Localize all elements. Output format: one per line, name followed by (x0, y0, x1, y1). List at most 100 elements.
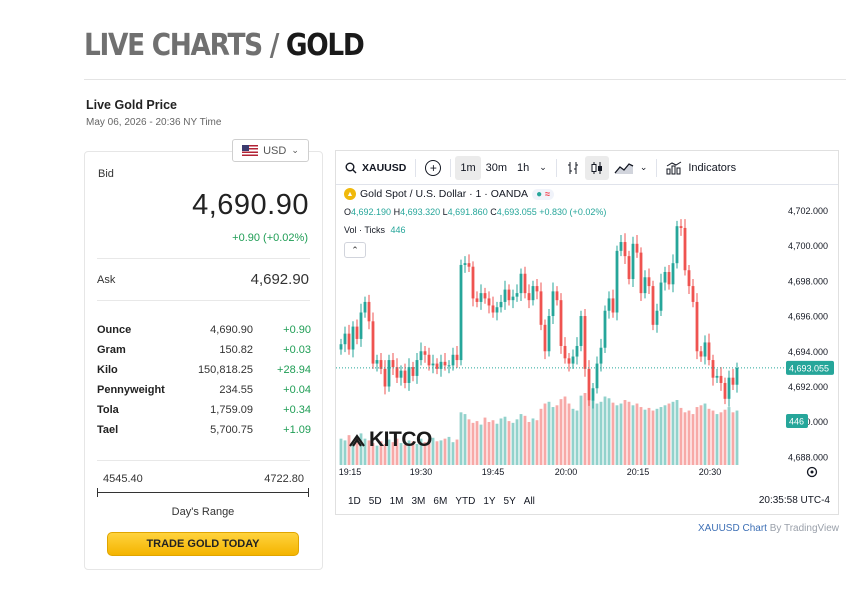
high-label: H (393, 207, 401, 217)
price-timestamp: May 06, 2026 - 20:36 NY Time (86, 117, 222, 128)
bar-style-button[interactable] (561, 156, 585, 180)
volume-bar (479, 424, 483, 465)
x-axis-tick-label: 20:15 (627, 467, 650, 477)
volume-bar (619, 403, 623, 465)
low-label: L (442, 207, 448, 217)
unit-name: Gram (97, 344, 126, 356)
volume-bar (719, 412, 723, 465)
candle-body (439, 361, 443, 369)
last-price-label: 4,693.055 (789, 363, 829, 373)
range-5y[interactable]: 5Y (503, 495, 516, 507)
candle-body (675, 226, 679, 264)
candles-style-button[interactable] (584, 155, 609, 180)
unit-name: Ounce (97, 324, 132, 336)
indicators-button[interactable]: Indicators (661, 156, 741, 180)
range-1m[interactable]: 1M (389, 495, 404, 507)
candle-body (667, 271, 671, 285)
trade-gold-button[interactable]: TRADE GOLD TODAY (107, 532, 299, 556)
volume-bar (411, 441, 415, 465)
chevron-down-icon: ⌄ (639, 162, 648, 172)
candle-body (531, 286, 535, 301)
unit-change: +0.34 (283, 404, 311, 416)
unit-row-tola: Tola 1,759.09 +0.34 (97, 400, 311, 420)
ask-label: Ask (97, 274, 116, 286)
volume-bar (603, 396, 607, 465)
interval-1h[interactable]: 1h (517, 161, 530, 174)
candle-body (431, 363, 435, 366)
market-open-icon: ● (536, 188, 543, 200)
candle-body (459, 264, 463, 361)
close-value: 4,693.055 (496, 207, 537, 217)
candle-body (487, 298, 491, 306)
volume-bar (499, 418, 503, 465)
volume-bar (715, 414, 719, 465)
volume-bar (523, 415, 527, 465)
compare-button[interactable]: + (420, 156, 446, 180)
currency-select[interactable]: USD ⌄ (232, 139, 309, 162)
range-5d[interactable]: 5D (368, 495, 382, 507)
volume-bar (687, 410, 691, 465)
volume-bar (563, 396, 567, 465)
volume-bar (503, 416, 507, 465)
candle-body (395, 367, 399, 378)
volume-bar (371, 443, 375, 465)
volume-bar (735, 410, 739, 465)
volume-bar (691, 414, 695, 465)
unit-value: 1,759.09 (210, 404, 253, 416)
interval-dropdown[interactable]: ⌄ (534, 156, 552, 180)
volume-bar (655, 408, 659, 465)
bid-price: 4,690.90 (192, 189, 309, 221)
range-6m[interactable]: 6M (433, 495, 448, 507)
candle-body (467, 263, 471, 267)
legend-collapse-button[interactable]: ⌃ (344, 242, 366, 258)
price-chart[interactable]: 4,702.000 4,700.000 4,698.000 4,696.000 4,69… (336, 184, 839, 486)
volume-bar (635, 403, 639, 465)
volume-bar (587, 400, 591, 465)
range-all[interactable]: All (523, 495, 535, 507)
symbol-label: XAUUSD (362, 161, 407, 174)
ask-price: 4,692.90 (250, 271, 309, 288)
candle-body (539, 291, 543, 325)
volume-bar (339, 438, 343, 465)
volume-bar (543, 403, 547, 465)
range-1d[interactable]: 1D (348, 495, 361, 507)
open-value: 4,692.190 (351, 207, 392, 217)
toolbar-separator (656, 158, 658, 177)
volume-bar (707, 408, 711, 465)
candle-body (707, 342, 711, 361)
volume-bar (375, 445, 379, 465)
day-range-label: Day's Range (171, 506, 235, 518)
y-axis-tick-label: 4,692.000 (788, 382, 828, 392)
volume-bar (679, 407, 683, 465)
unit-name: Tola (97, 404, 119, 416)
search-icon (345, 162, 357, 173)
unit-change: +28.94 (277, 364, 311, 376)
volume-bar (359, 433, 363, 465)
volume-label: Vol · Ticks (344, 225, 386, 235)
x-axis-tick-label: 19:30 (410, 467, 433, 477)
attribution-by: By TradingView (766, 523, 839, 534)
volume-bar (379, 441, 383, 465)
chart-link[interactable]: XAUUSD Chart (698, 523, 767, 534)
volume-bar (535, 420, 539, 465)
unit-name: Tael (97, 424, 119, 436)
range-1y[interactable]: 1Y (483, 495, 496, 507)
settings-gear-icon[interactable] (806, 466, 818, 478)
volume-tag (786, 414, 808, 428)
area-style-button[interactable]: ⌄ (609, 156, 653, 180)
range-ytd[interactable]: YTD (455, 495, 476, 507)
volume-bar (711, 410, 715, 465)
symbol-search[interactable]: XAUUSD (340, 156, 411, 180)
candle-body (491, 305, 495, 313)
chevron-up-icon: ⌃ (351, 244, 359, 255)
volume-bar (439, 440, 443, 465)
candle-body (727, 377, 731, 399)
candle-body (647, 277, 651, 287)
candle-body (499, 301, 503, 308)
volume-bar (395, 438, 399, 465)
candle-body (627, 256, 631, 280)
interval-30m[interactable]: 30m (485, 161, 508, 174)
unit-row-kilo: Kilo 150,818.25 +28.94 (97, 360, 311, 380)
range-3m[interactable]: 3M (411, 495, 426, 507)
interval-1m[interactable]: 1m (455, 155, 481, 180)
